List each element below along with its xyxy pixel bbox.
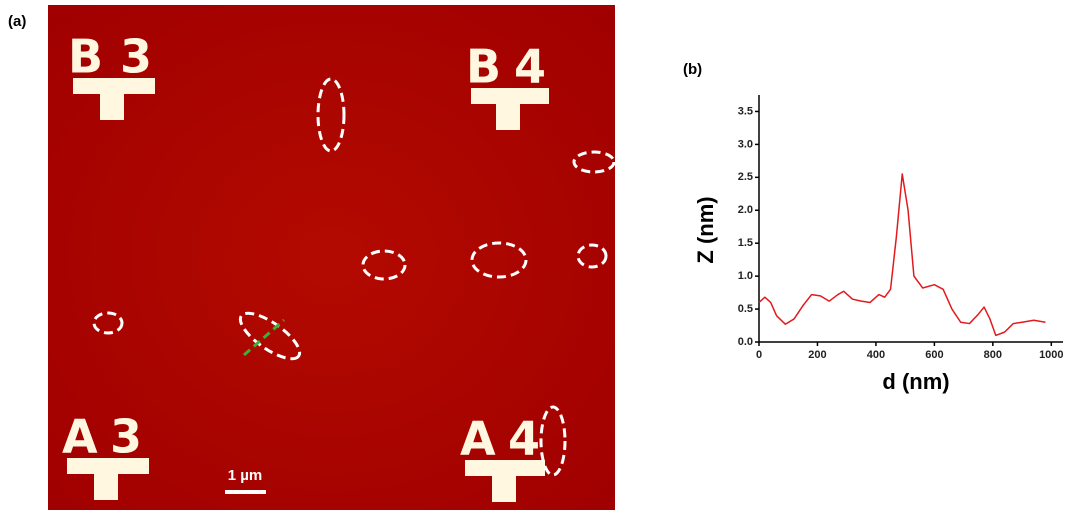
y-axis-label: Z (nm) <box>693 196 718 263</box>
scale-bar-label: 1 µm <box>228 467 263 484</box>
marker-number: 3 <box>120 30 152 84</box>
highlight-ellipses <box>92 77 616 477</box>
marker-letter: B <box>466 40 501 94</box>
marker-number: 4 <box>514 40 546 94</box>
marker-number: 4 <box>508 412 540 466</box>
x-tick-label: 800 <box>984 349 1002 361</box>
marker: B 3 <box>68 30 155 120</box>
x-tick-label: 200 <box>808 349 826 361</box>
profile-line <box>243 318 285 357</box>
y-tick-label: 2.0 <box>738 204 753 216</box>
y-tick-label: 3.5 <box>738 105 753 117</box>
x-tick-label: 400 <box>867 349 885 361</box>
marker-letter: B <box>68 30 103 84</box>
plot: 0.0 0.5 1.0 1.5 2.0 2.5 3.0 3.5 0 200 400 600 800 100… <box>738 95 1064 361</box>
y-tick-label: 2.5 <box>738 171 753 183</box>
marker-letter: A <box>62 410 98 464</box>
x-axis-label: d (nm) <box>882 369 949 394</box>
panel-label: (b) <box>683 61 702 78</box>
marker: A 3 <box>62 410 149 500</box>
y-tick-label: 3.0 <box>738 138 753 150</box>
marker: B 4 <box>466 40 549 130</box>
y-tick-label: 1.5 <box>738 237 753 249</box>
marker: A 4 <box>460 412 545 502</box>
marker-letter: A <box>460 412 496 466</box>
data-line <box>758 173 1046 337</box>
x-tick-label: 1000 <box>1039 349 1063 361</box>
panel-label: (a) <box>8 13 26 30</box>
x-tick-label: 0 <box>756 349 762 361</box>
marker-number: 3 <box>110 410 142 464</box>
y-tick-label: 0.5 <box>738 303 753 315</box>
x-tick-label: 600 <box>925 349 943 361</box>
y-tick-label: 0.0 <box>738 336 753 348</box>
y-tick-label: 1.0 <box>738 270 753 282</box>
